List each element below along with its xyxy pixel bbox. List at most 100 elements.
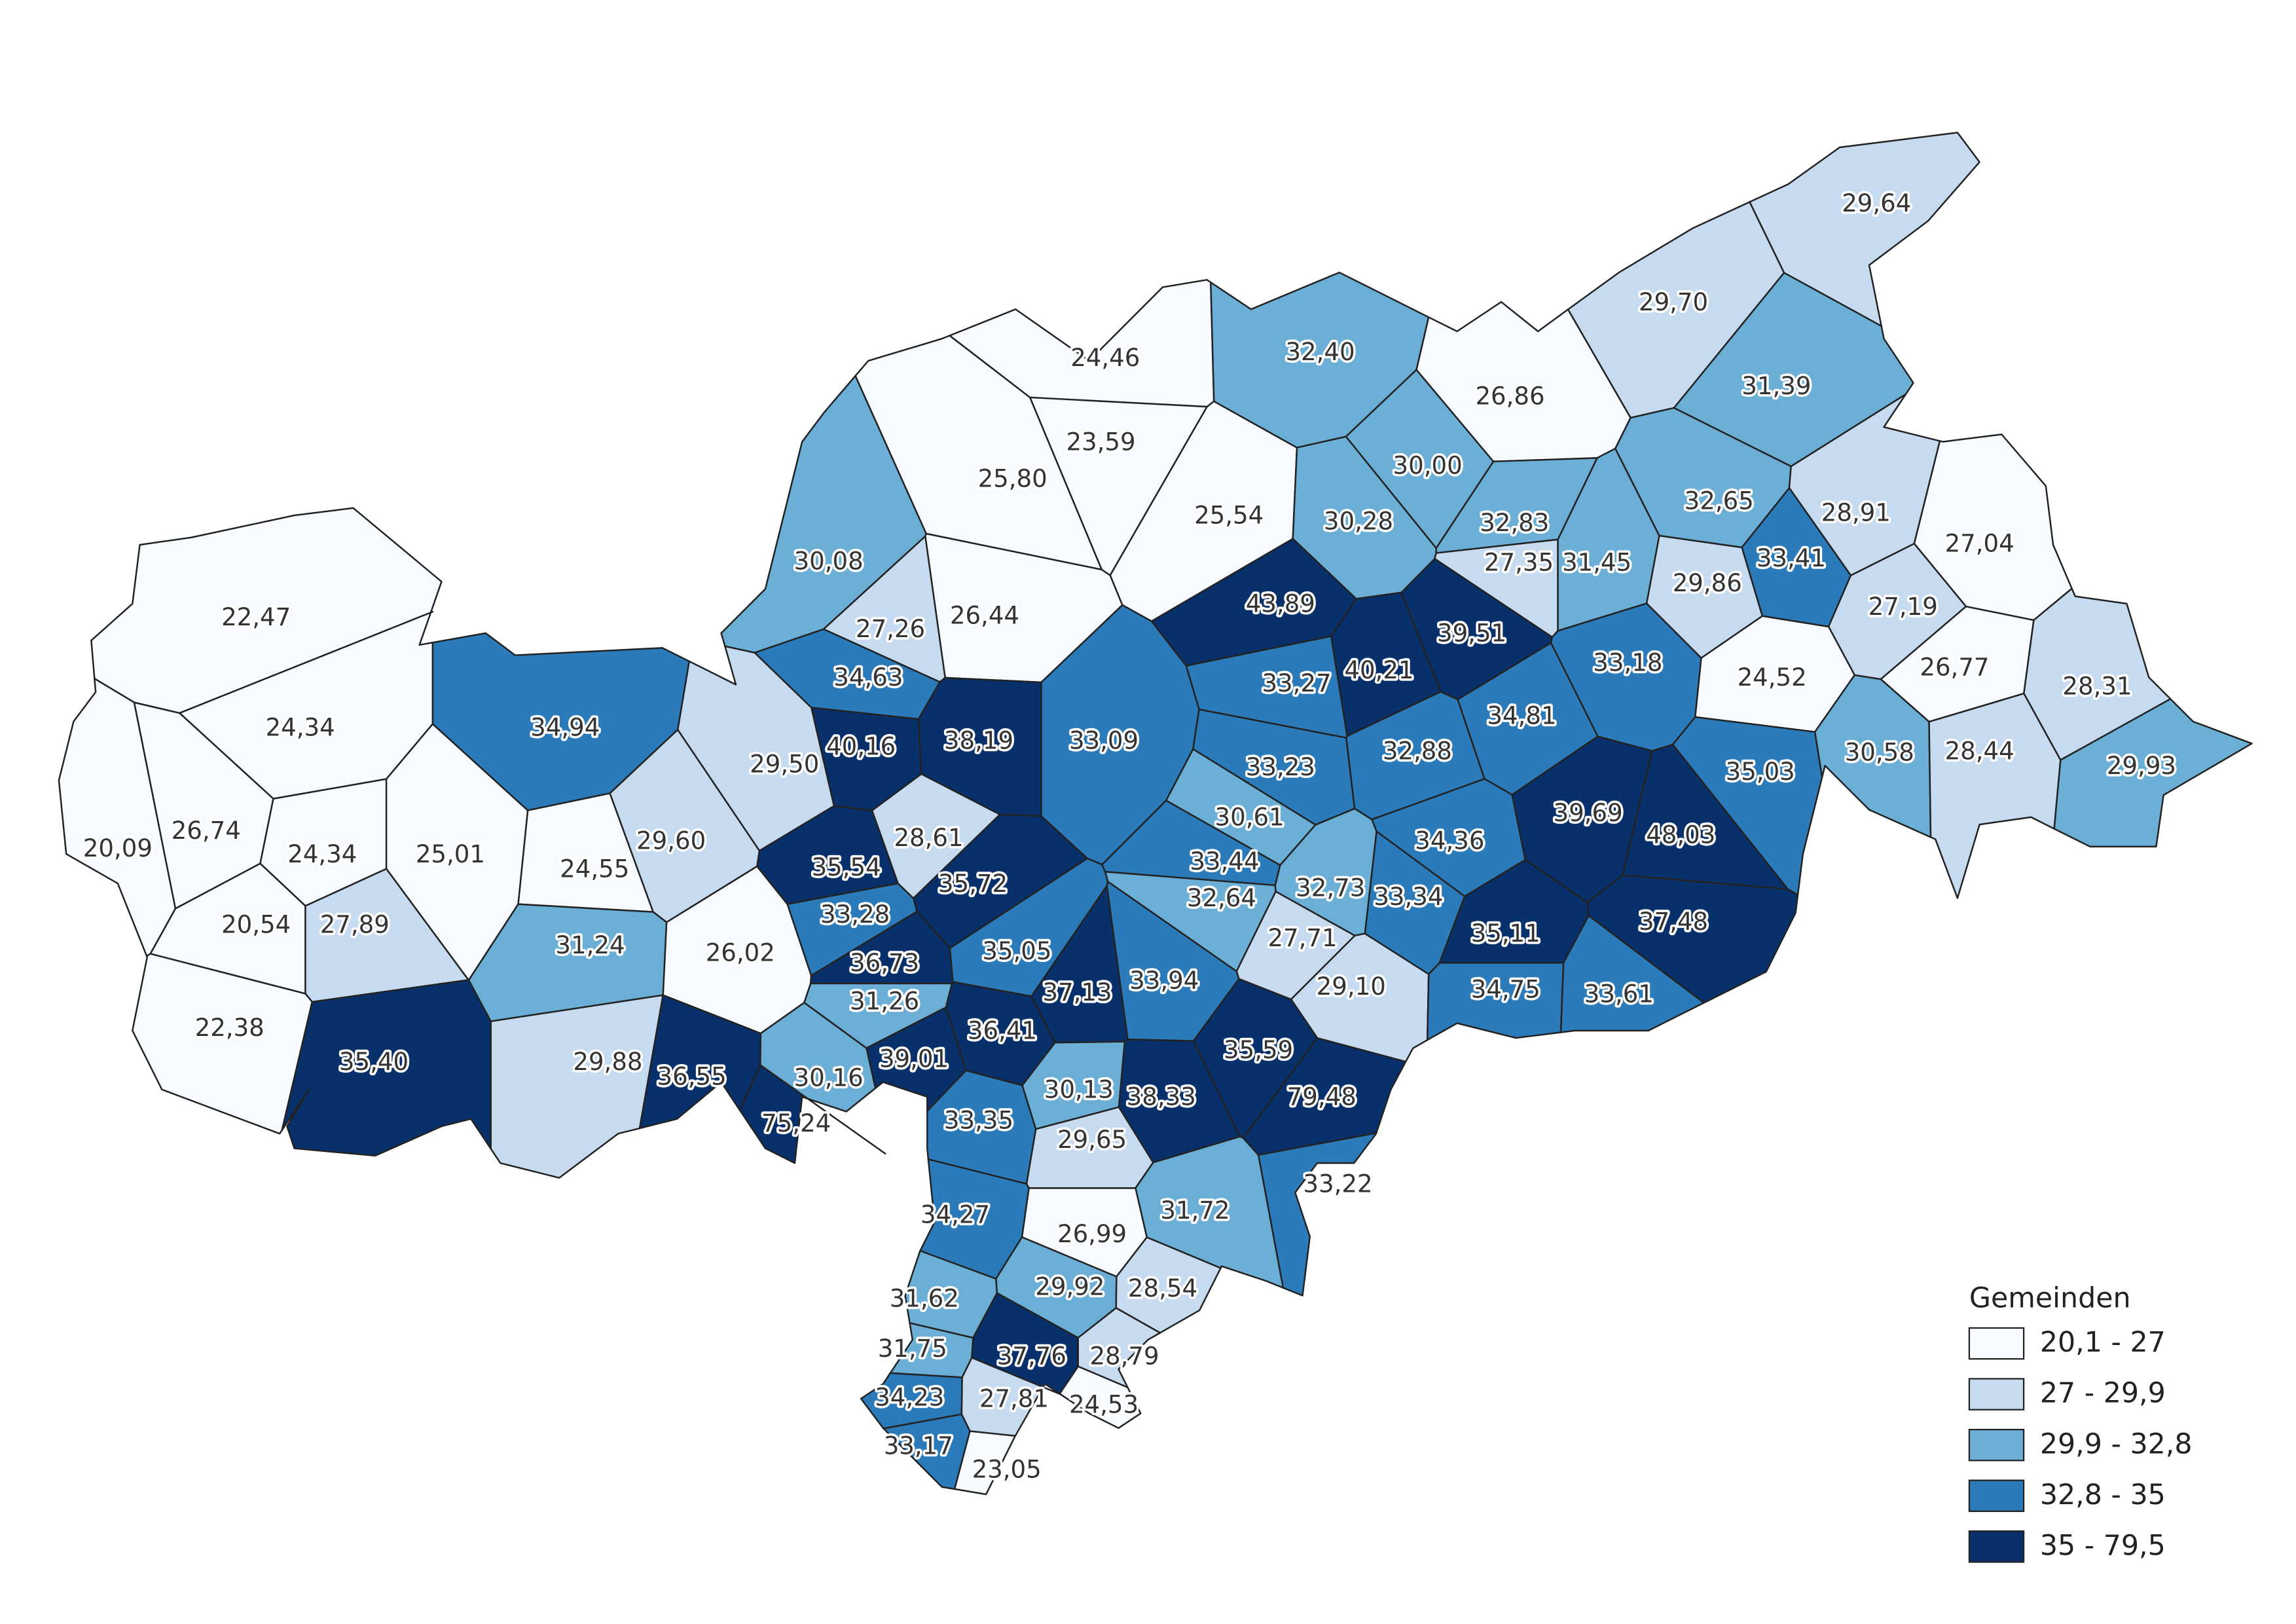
municipality-value-label: 30,58	[1845, 739, 1914, 767]
municipality-value-label: 32,88	[1383, 737, 1452, 765]
municipality-value-label: 33,23	[1246, 753, 1315, 781]
municipality-value-label: 23,05	[972, 1456, 1042, 1484]
municipality-value-label: 33,09	[1069, 727, 1139, 755]
municipality-value-label: 39,51	[1437, 619, 1506, 648]
municipality-value-label: 35,72	[938, 870, 1008, 898]
municipality-value-label: 24,46	[1070, 344, 1140, 372]
municipality-region[interactable]	[1059, 1365, 1142, 1430]
municipality-value-label: 33,18	[1593, 649, 1662, 677]
municipality-value-label: 27,26	[856, 615, 925, 643]
municipality-value-label: 31,24	[555, 931, 625, 959]
municipality-value-label: 31,62	[890, 1285, 959, 1313]
legend-label: 29,9 - 32,8	[2040, 1428, 2193, 1460]
municipality-value-label: 28,79	[1089, 1342, 1159, 1370]
municipality-value-label: 30,61	[1215, 803, 1285, 832]
legend-swatch	[1968, 1479, 2025, 1512]
municipality-value-label: 22,47	[221, 603, 291, 631]
municipality-value-label: 34,27	[920, 1201, 990, 1229]
municipality-value-label: 36,55	[657, 1062, 727, 1090]
municipality-value-label: 32,83	[1480, 509, 1549, 537]
municipality-value-label: 32,64	[1187, 884, 1256, 912]
legend-swatch	[1968, 1428, 2025, 1462]
legend: Gemeinden 20,1 - 27 27 - 29,9 29,9 - 32,8 3…	[1968, 1282, 2193, 1563]
municipality-value-label: 26,02	[706, 938, 775, 967]
legend-label: 27 - 29,9	[2040, 1377, 2166, 1410]
municipality-value-label: 30,16	[794, 1064, 864, 1092]
municipality-value-label: 27,35	[1484, 549, 1554, 577]
municipality-value-label: 28,44	[1945, 737, 2014, 765]
municipality-value-label: 32,73	[1296, 874, 1365, 902]
municipality-value-label: 33,34	[1374, 883, 1443, 911]
municipality-value-label: 31,45	[1562, 549, 1631, 577]
municipality-regions	[58, 132, 2253, 1496]
municipality-value-label: 28,91	[1821, 498, 1891, 526]
municipality-value-label: 27,19	[1868, 593, 1938, 621]
municipality-region[interactable]	[132, 953, 314, 1135]
municipality-value-label: 24,53	[1069, 1391, 1139, 1419]
municipality-value-label: 24,52	[1738, 663, 1807, 692]
municipality-value-label: 33,35	[944, 1107, 1013, 1135]
municipality-region[interactable]	[490, 994, 664, 1179]
municipality-value-label: 24,55	[560, 855, 629, 883]
municipality-region[interactable]	[2053, 698, 2253, 848]
municipality-value-label: 26,74	[172, 817, 241, 845]
municipality-region[interactable]	[953, 1430, 1016, 1496]
municipality-region[interactable]	[1426, 962, 1565, 1041]
municipality-value-label: 37,13	[1043, 978, 1112, 1006]
municipality-value-label: 40,21	[1344, 656, 1413, 684]
municipality-value-label: 25,01	[416, 840, 485, 868]
municipality-value-label: 35,03	[1726, 758, 1795, 786]
municipality-value-label: 36,73	[850, 949, 919, 977]
municipality-value-label: 24,34	[287, 840, 357, 868]
municipality-value-label: 27,89	[320, 911, 390, 939]
municipality-value-label: 20,54	[221, 911, 291, 939]
municipality-value-label: 24,34	[266, 713, 335, 741]
municipality-value-label: 31,75	[878, 1335, 947, 1363]
municipality-value-label: 38,19	[944, 727, 1013, 755]
municipality-value-label: 33,44	[1190, 847, 1259, 876]
municipality-region[interactable]	[759, 1001, 877, 1113]
municipality-value-label: 32,65	[1685, 487, 1754, 515]
municipality-value-label: 30,13	[1044, 1076, 1114, 1104]
municipality-value-label: 27,71	[1267, 924, 1337, 952]
municipality-value-label: 28,31	[2062, 673, 2132, 701]
municipality-region[interactable]	[1559, 915, 1705, 1033]
municipality-value-label: 48,03	[1646, 821, 1715, 849]
municipality-value-label: 33,28	[820, 900, 890, 929]
municipality-value-label: 29,88	[573, 1048, 642, 1076]
municipality-value-label: 34,94	[530, 713, 600, 741]
municipality-value-label: 39,69	[1554, 799, 1623, 827]
municipality-value-label: 27,04	[1945, 529, 2014, 557]
legend-label: 20,1 - 27	[2040, 1326, 2166, 1359]
municipality-value-label: 35,05	[982, 937, 1051, 965]
municipality-value-label: 30,08	[794, 547, 864, 575]
municipality-value-label: 34,75	[1471, 976, 1540, 1004]
municipality-value-label: 30,28	[1324, 507, 1393, 536]
legend-label: 32,8 - 35	[2040, 1479, 2166, 1511]
municipality-value-label: 26,86	[1475, 382, 1544, 411]
municipality-value-label: 34,23	[875, 1383, 944, 1411]
municipality-value-label: 22,38	[195, 1014, 264, 1042]
municipality-value-label: 30,00	[1393, 451, 1463, 479]
municipality-value-label: 29,65	[1057, 1126, 1127, 1154]
municipality-value-label: 29,64	[1842, 189, 1911, 217]
legend-label: 35 - 79,5	[2040, 1529, 2166, 1562]
municipality-value-label: 79,48	[1287, 1083, 1357, 1111]
municipality-value-label: 34,63	[833, 663, 903, 692]
municipality-region[interactable]	[1928, 692, 2062, 899]
municipality-labels: 22,47 24,34 20,09 26,74 24,34 25,01 20,54 27,89…	[81, 187, 2178, 1486]
municipality-value-label: 34,36	[1415, 827, 1484, 855]
municipality-value-label: 28,54	[1128, 1274, 1197, 1302]
municipality-value-label: 29,60	[636, 827, 706, 855]
municipality-value-label: 25,80	[978, 465, 1048, 493]
municipality-value-label: 33,41	[1757, 544, 1826, 572]
municipality-value-label: 33,94	[1129, 967, 1199, 995]
municipality-value-label: 31,26	[850, 987, 919, 1016]
municipality-value-label: 33,61	[1584, 980, 1654, 1008]
municipality-value-label: 28,61	[894, 824, 963, 852]
legend-title: Gemeinden	[1969, 1282, 2131, 1314]
legend-swatch	[1968, 1530, 2025, 1563]
municipality-region[interactable]	[854, 335, 1102, 570]
municipality-value-label: 33,27	[1262, 669, 1331, 697]
